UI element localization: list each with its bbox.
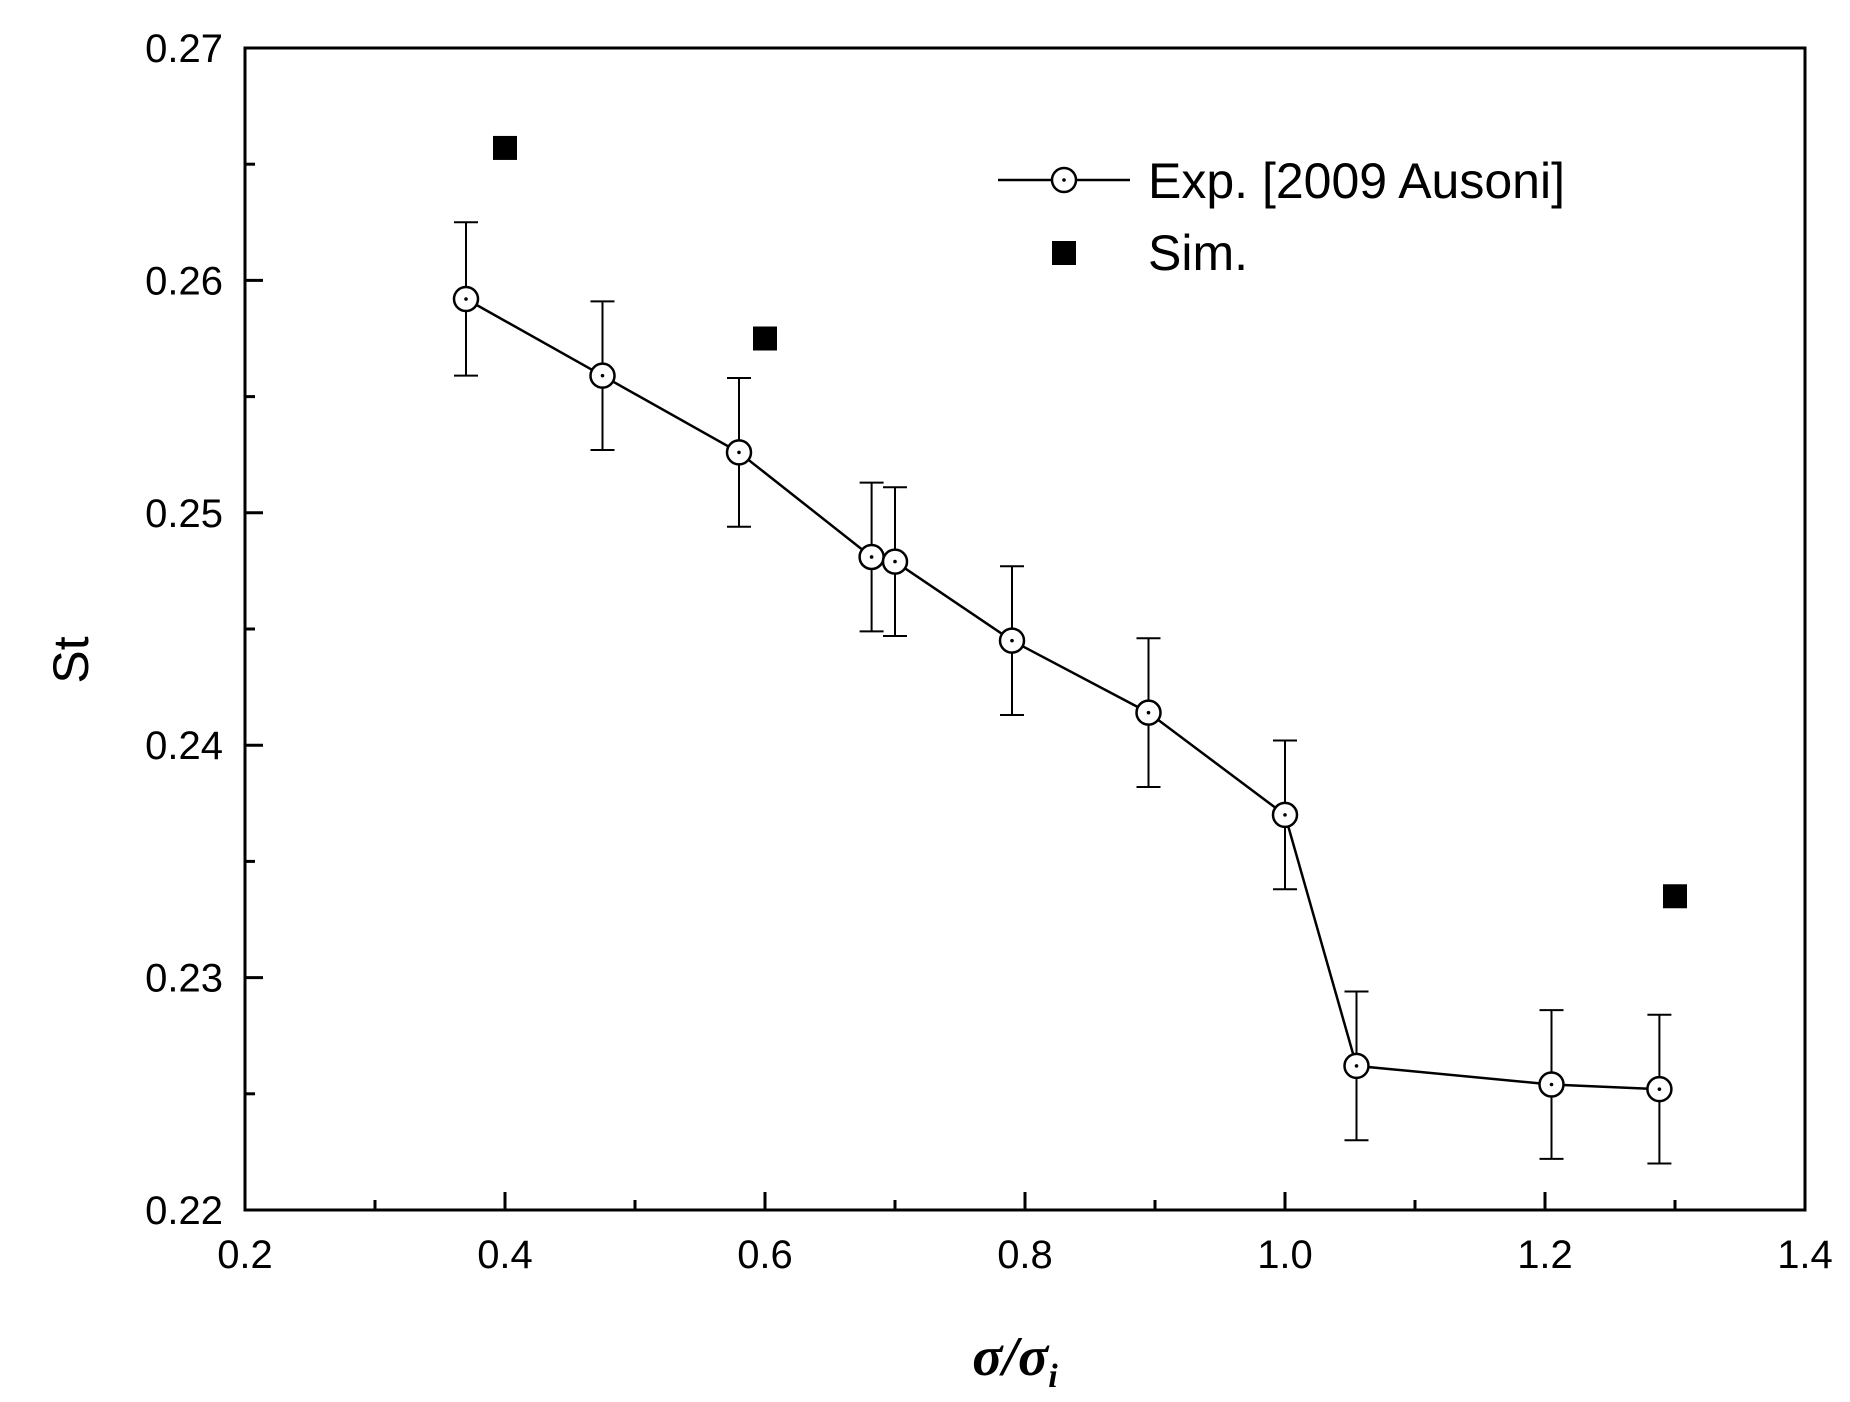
x-tick-label: 0.8 bbox=[997, 1233, 1053, 1277]
y-tick-label: 0.25 bbox=[145, 492, 223, 536]
legend-sim-label: Sim. bbox=[1148, 225, 1248, 281]
x-tick-label: 0.4 bbox=[477, 1233, 533, 1277]
x-axis-title-subscript: i bbox=[1048, 1358, 1058, 1395]
exp-point-dot bbox=[1657, 1087, 1662, 1091]
exp-point-dot bbox=[1283, 813, 1287, 817]
y-tick-label: 0.24 bbox=[145, 724, 223, 768]
y-tick-label: 0.27 bbox=[145, 27, 223, 71]
sim-point bbox=[753, 326, 777, 351]
sim-point bbox=[493, 135, 517, 160]
exp-point-dot bbox=[600, 373, 605, 378]
y-tick-label: 0.22 bbox=[145, 1189, 223, 1233]
exp-point-dot bbox=[1146, 710, 1151, 715]
sim-point bbox=[1663, 884, 1687, 909]
x-tick-label: 1.0 bbox=[1257, 1233, 1313, 1277]
exp-point-dot bbox=[737, 450, 741, 455]
series-layer bbox=[452, 135, 1687, 1165]
legend-exp-marker-dot bbox=[1062, 178, 1066, 182]
axis-ticks bbox=[243, 46, 1807, 1212]
exp-point-dot bbox=[464, 297, 468, 301]
exp-series-line bbox=[465, 297, 1660, 1091]
legend-exp-label: Exp. [2009 Ausoni] bbox=[1148, 153, 1565, 209]
y-tick-label: 0.23 bbox=[145, 957, 223, 1001]
x-tick-label: 0.6 bbox=[737, 1233, 793, 1277]
plot-frame bbox=[243, 46, 1807, 1212]
exp-point-dot bbox=[1549, 1082, 1554, 1087]
x-tick-label: 1.2 bbox=[1517, 1233, 1573, 1277]
x-tick-label: 0.2 bbox=[217, 1233, 273, 1277]
x-axis-title: σ/σi bbox=[972, 1326, 1058, 1395]
y-axis-title: St bbox=[43, 636, 99, 683]
legend-sim-marker bbox=[1052, 241, 1076, 265]
x-tick-label: 1.4 bbox=[1777, 1233, 1833, 1277]
exp-point-dot bbox=[1010, 638, 1014, 643]
exp-point-dot bbox=[893, 559, 897, 564]
x-axis-title-main: σ/σ bbox=[972, 1326, 1050, 1388]
legend: Exp. [2009 Ausoni] Sim. bbox=[998, 153, 1565, 281]
exp-point-dot bbox=[869, 555, 874, 559]
tick-labels: 0.2 0.4 0.6 0.8 1.0 1.2 1.4 0.22 0.23 0.24 0.25 0.2… bbox=[145, 27, 1833, 1277]
exp-point-dot bbox=[1354, 1064, 1359, 1068]
y-tick-label: 0.26 bbox=[145, 259, 223, 303]
